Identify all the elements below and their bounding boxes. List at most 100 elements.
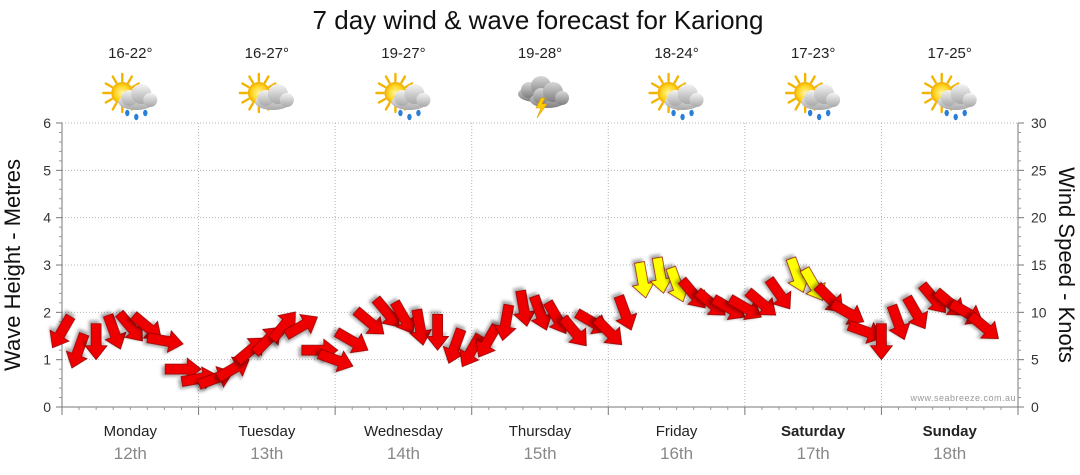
sun-rain-cloud-icon [375,72,431,121]
day-temperature-label: 16-22° [108,45,152,62]
sun-ray [377,97,387,104]
day-date-label: 14th [387,444,420,463]
y-right-tick-label: 10 [1031,304,1047,320]
sun-rain-cloud-icon [102,72,158,121]
day-name-label: Tuesday [238,423,295,440]
day-name-label: Thursday [509,423,572,440]
sun-ray [377,82,387,89]
wind-arrow [764,276,792,310]
sun-ray [650,82,660,89]
rain-drop [807,109,813,117]
sun-ray [104,97,114,104]
wind-arrow [425,313,450,351]
y-axis-left-label: Wave Height - Metres [0,159,25,371]
sun-ray [673,75,680,84]
sun-ray [650,97,660,104]
rain-drop [398,109,403,117]
rain-drop [689,109,694,117]
y-left-tick-label: 2 [43,304,51,320]
y-left-tick-label: 3 [43,257,51,273]
rain-drop [825,109,831,117]
sun-ray [924,97,933,104]
y-right-tick-label: 30 [1031,115,1047,131]
rain-drop [816,113,822,121]
wind-arrow [846,320,884,344]
sun-ray [241,97,250,104]
wind-arrow [631,261,655,299]
sun-ray [111,102,118,111]
cloud-puff [689,93,704,107]
sun-ray [384,102,391,111]
day-date-label: 17th [797,444,830,463]
thunderstorm-icon [518,76,569,119]
y-left-tick-label: 6 [43,115,51,131]
day-name-label: Saturday [781,423,846,440]
y-left-tick-label: 0 [43,399,51,415]
sun-ray [657,102,664,111]
sun-ray [950,82,960,89]
y-right-tick-label: 0 [1031,399,1039,415]
rain-drop [953,113,958,121]
sun-ray [794,75,801,84]
y-right-tick-label: 25 [1031,162,1047,178]
day-name-label: Friday [656,423,698,440]
day-temperature-label: 17-23° [791,45,835,62]
sun-ray [263,75,270,84]
day-date-label: 16th [660,444,693,463]
wind-arrow [84,323,108,361]
sun-ray [814,82,823,89]
wind-arrow [65,332,90,369]
rain-drop [134,113,139,121]
sun-ray [809,75,816,84]
rain-drop [680,113,685,121]
day-name-label: Sunday [923,423,978,440]
wind-arrow [102,313,127,350]
sun-ray [248,75,255,84]
wind-arrow [558,314,587,347]
wind-arrow [49,313,76,349]
rain-drop [944,109,949,117]
sun-cloud-icon [238,72,294,114]
rain-drop [407,113,412,121]
sun-rain-cloud-icon [921,72,977,121]
sun-ray [924,82,933,89]
credit-text: www.seabreeze.com.au [909,393,1016,403]
wind-arrow [316,348,354,373]
y-left-tick-label: 5 [43,162,51,178]
day-date-label: 15th [523,444,556,463]
wind-arrow [902,294,929,330]
y-left-tick-label: 4 [43,210,51,226]
sun-ray [677,82,687,89]
day-name-label: Wednesday [364,423,443,440]
y-right-tick-label: 5 [1031,352,1039,368]
sun-ray [657,75,664,84]
day-temperature-label: 18-24° [654,45,698,62]
sun-ray [787,82,796,89]
wind-arrow [869,323,894,361]
sun-ray [104,82,114,89]
wind-arrow [613,294,638,331]
cloud-puff [416,93,431,107]
day-name-label: Monday [104,423,158,440]
cloud-puff [555,91,569,105]
wind-arrow [352,306,385,335]
sun-ray [384,75,391,84]
sun-ray [794,102,801,111]
sun-rain-cloud-icon [784,72,841,121]
rain-drop [962,109,967,117]
wind-arrow [829,298,865,325]
y-right-tick-label: 20 [1031,210,1047,226]
sun-ray [931,102,937,111]
wind-arrow [493,303,517,342]
sun-ray [248,102,255,111]
wind-arrow [283,314,318,340]
wind-arrow [744,287,777,316]
rain-drop [125,109,130,117]
wind-arrow [886,303,911,341]
rain-drop [671,109,676,117]
sun-rain-cloud-icon [648,72,704,121]
sun-ray [111,75,118,84]
chart-title: 7 day wind & wave forecast for Kariong [313,5,764,35]
cloud-puff [962,93,977,107]
day-temperature-label: 19-27° [381,45,425,62]
